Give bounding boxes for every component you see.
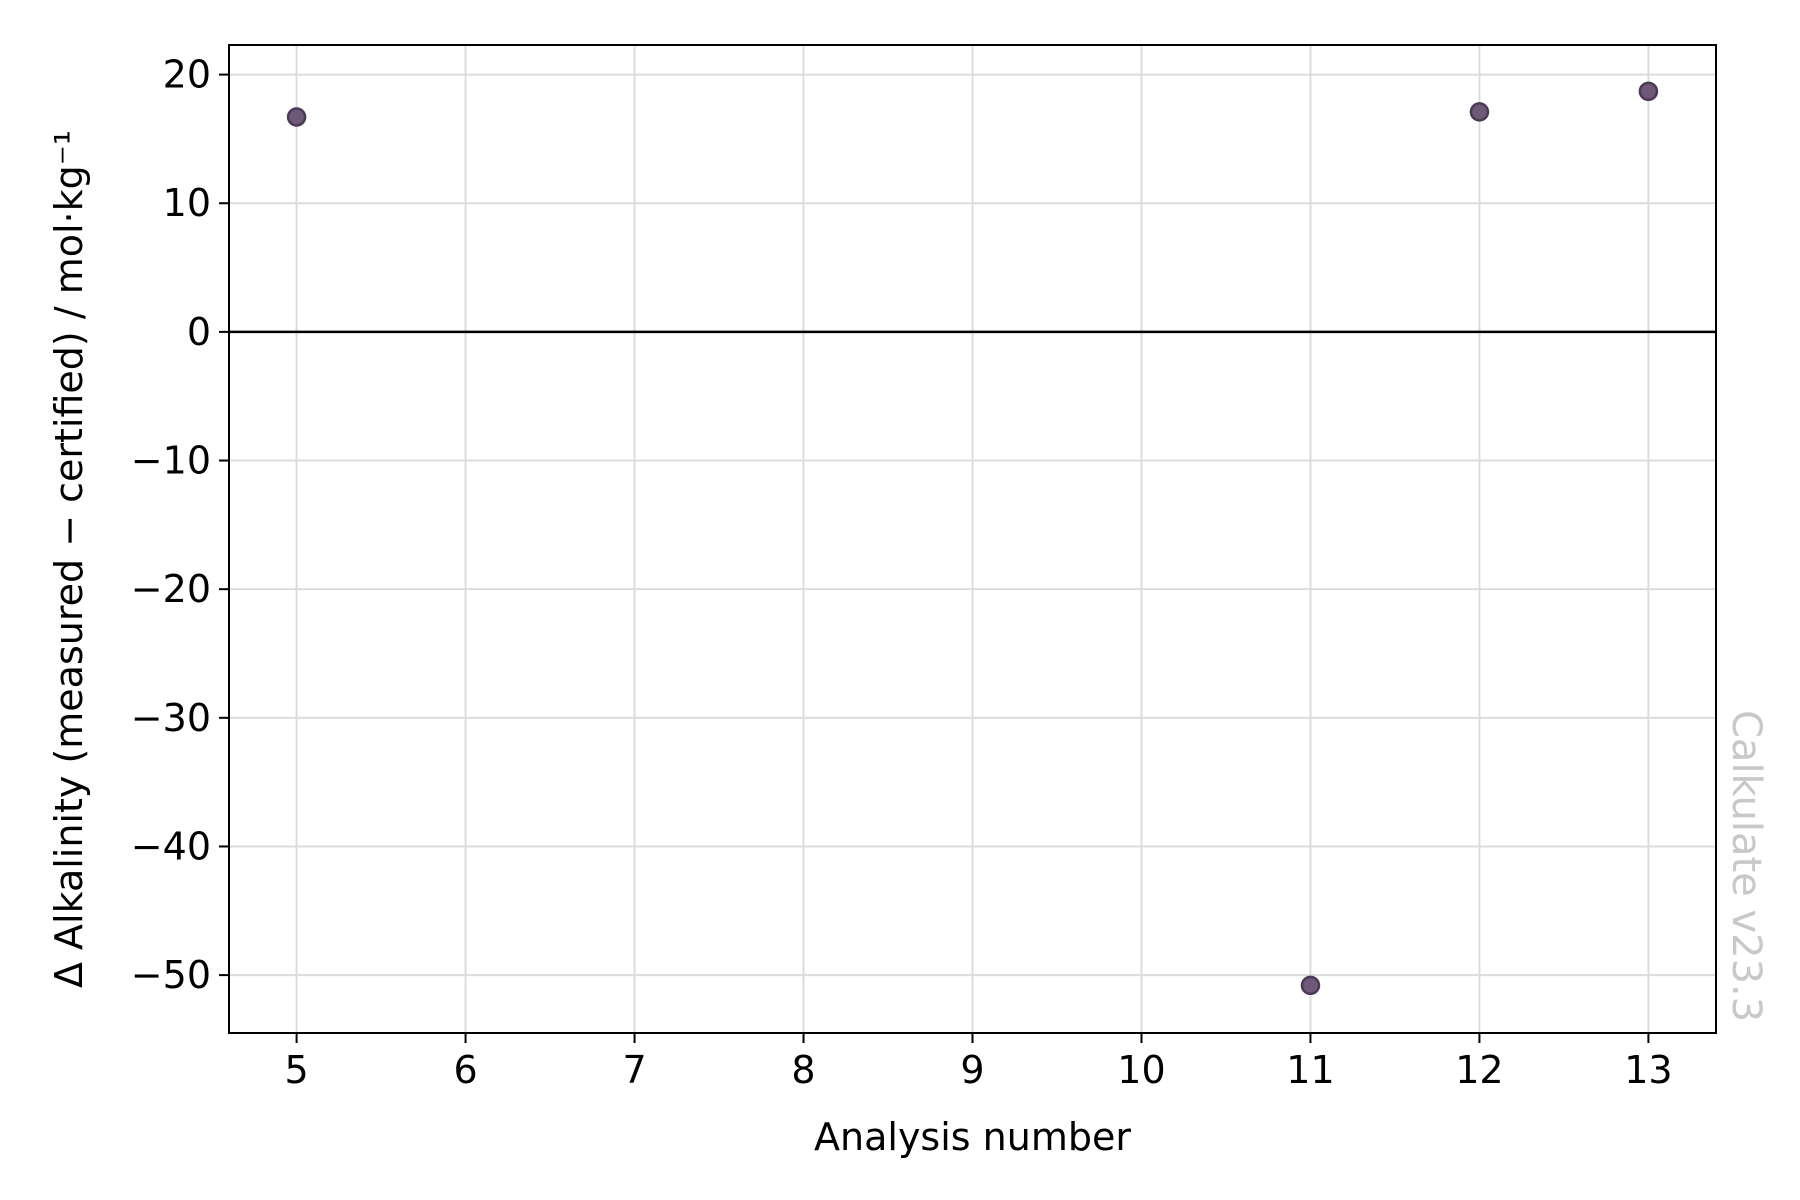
x-tick-label: 12 xyxy=(1455,1048,1503,1092)
data-point xyxy=(1638,81,1659,102)
watermark: Calkulate v23.3 xyxy=(1723,710,1769,1022)
x-tick-label: 9 xyxy=(960,1048,984,1092)
y-tick-label: −10 xyxy=(131,439,211,483)
y-axis-label: Δ Alkalinity (measured − certified) / mo… xyxy=(47,130,91,988)
data-point xyxy=(1300,975,1321,996)
x-tick-label: 13 xyxy=(1624,1048,1672,1092)
y-tick-label: 0 xyxy=(187,310,211,354)
x-tick-label: 11 xyxy=(1286,1048,1334,1092)
data-point xyxy=(286,107,307,127)
x-tick-label: 6 xyxy=(453,1048,477,1092)
x-tick-label: 8 xyxy=(791,1048,815,1092)
x-axis-ticks: 5 6 7 8 9 10 11 12 13 xyxy=(284,1033,1673,1092)
data-point xyxy=(1469,102,1490,122)
x-tick-label: 7 xyxy=(622,1048,646,1092)
x-tick-label: 5 xyxy=(284,1048,308,1092)
y-axis-ticks: 20 10 0 −10 −20 −30 −40 −50 xyxy=(131,53,229,997)
x-tick-label: 10 xyxy=(1117,1048,1165,1092)
y-tick-label: −50 xyxy=(131,953,211,997)
y-tick-label: −40 xyxy=(131,824,211,868)
y-tick-label: 10 xyxy=(163,181,211,225)
y-tick-label: −30 xyxy=(131,696,211,740)
data-points xyxy=(286,81,1659,996)
y-tick-label: 20 xyxy=(163,53,211,97)
x-axis-label: Analysis number xyxy=(814,1115,1131,1159)
y-tick-label: −20 xyxy=(131,567,211,611)
